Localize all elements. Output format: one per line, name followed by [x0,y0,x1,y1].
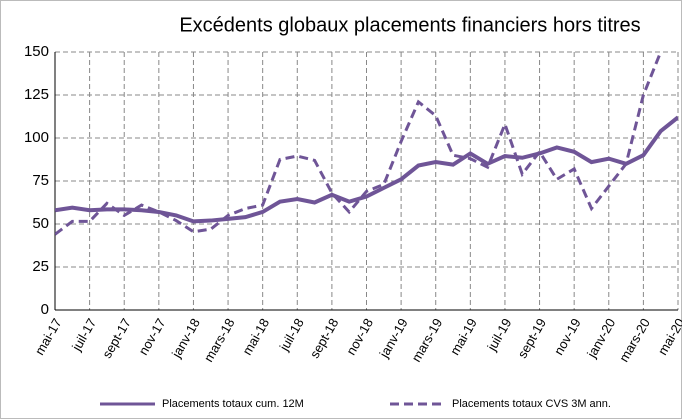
y-tick-label: 50 [32,215,49,232]
y-tick-label: 150 [24,43,49,60]
y-tick-label: 25 [32,258,49,275]
data-line [55,52,663,236]
legend-label: Placements totaux cum. 12M [162,398,304,410]
data-line [55,115,678,224]
chart-title: Excédents globaux placements financiers … [179,14,640,36]
y-tick-label: 75 [32,172,49,189]
legend-label: Placements totaux CVS 3M ann. [452,398,611,410]
y-tick-label: 125 [24,86,49,103]
y-tick-label: 0 [41,301,49,318]
y-tick-label: 100 [24,129,49,146]
